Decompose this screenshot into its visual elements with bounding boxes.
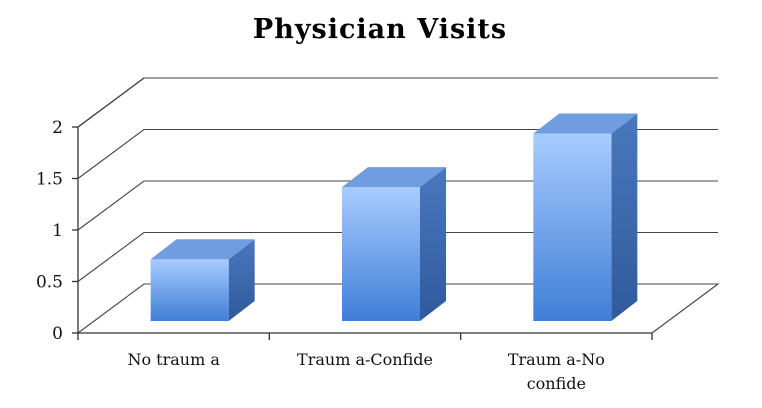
bar-side bbox=[420, 167, 446, 321]
bar-top bbox=[150, 239, 255, 260]
y-tick-label: 0 bbox=[52, 324, 63, 344]
x-tick-label: confide bbox=[527, 374, 586, 393]
bar-top bbox=[342, 167, 446, 188]
gridline bbox=[77, 231, 718, 282]
y-tick-label: 1 bbox=[52, 221, 63, 241]
y-tick-label: 1.5 bbox=[36, 170, 63, 190]
back-wall-edge bbox=[77, 77, 145, 128]
chart-title: Physician Visits bbox=[253, 14, 507, 45]
x-tick-label: Traum a-No bbox=[508, 350, 605, 369]
x-tick-label: No traum a bbox=[127, 350, 220, 369]
gridline bbox=[77, 180, 718, 231]
y-tick-label: 2 bbox=[52, 118, 63, 138]
gridline bbox=[77, 128, 718, 179]
bar-front bbox=[150, 259, 229, 321]
bars bbox=[150, 113, 638, 321]
bar-side bbox=[228, 239, 255, 321]
y-tick-label: 0.5 bbox=[36, 273, 63, 293]
bar-top bbox=[533, 113, 638, 134]
bar-front bbox=[533, 133, 612, 321]
x-tick-labels: No traum a Traum a-Confide Traum a-No confi… bbox=[127, 350, 604, 393]
x-tick-label: Traum a-Confide bbox=[297, 350, 433, 369]
bar bbox=[150, 239, 255, 321]
bar bbox=[342, 167, 446, 321]
gridlines bbox=[77, 77, 720, 334]
bar bbox=[533, 113, 638, 321]
axes bbox=[72, 126, 653, 340]
y-tick-labels: 0 0.5 1 1.5 2 bbox=[36, 118, 63, 344]
bar-side bbox=[611, 113, 638, 321]
bar-front bbox=[342, 187, 420, 321]
